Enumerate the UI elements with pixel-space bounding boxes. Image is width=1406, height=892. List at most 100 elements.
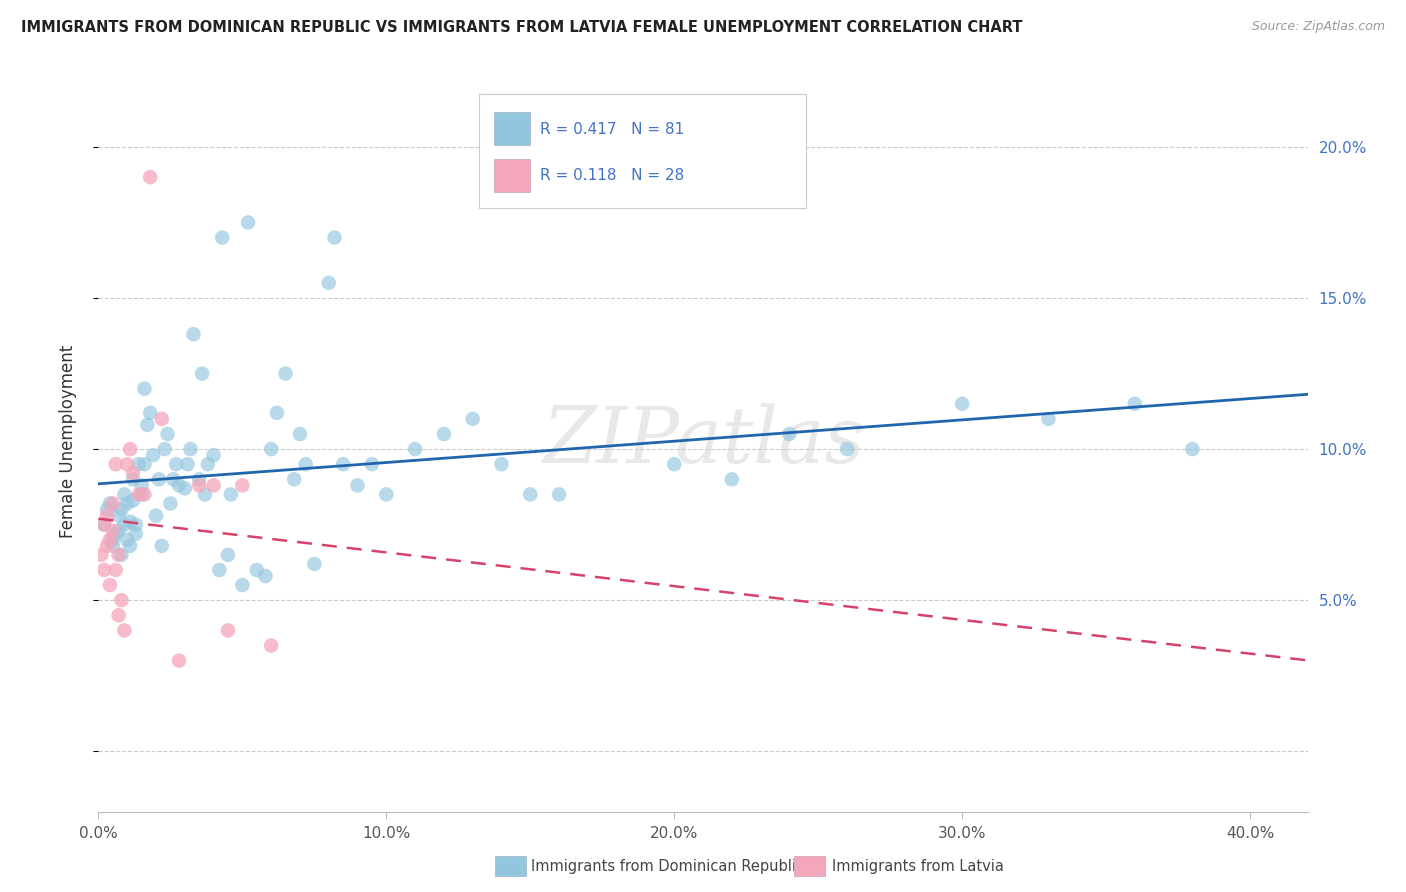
Point bbox=[148, 472, 170, 486]
Point bbox=[120, 539, 142, 553]
Point bbox=[165, 457, 187, 471]
Point bbox=[107, 608, 129, 623]
Point bbox=[176, 457, 198, 471]
Point bbox=[104, 563, 127, 577]
Point bbox=[361, 457, 384, 471]
Point bbox=[283, 472, 305, 486]
Point bbox=[404, 442, 426, 456]
Point bbox=[115, 457, 138, 471]
Point bbox=[128, 487, 150, 501]
Point bbox=[254, 569, 277, 583]
Point bbox=[217, 624, 239, 638]
Point bbox=[1038, 412, 1060, 426]
Point bbox=[139, 406, 162, 420]
Point bbox=[274, 367, 297, 381]
Point bbox=[208, 563, 231, 577]
Point bbox=[134, 487, 156, 501]
Point bbox=[131, 487, 153, 501]
Text: R = 0.118   N = 28: R = 0.118 N = 28 bbox=[540, 169, 683, 183]
Point bbox=[211, 230, 233, 244]
Point bbox=[304, 557, 326, 571]
Point bbox=[294, 457, 316, 471]
Point bbox=[107, 508, 129, 523]
Point bbox=[122, 472, 145, 486]
Point bbox=[519, 487, 541, 501]
Point bbox=[720, 472, 742, 486]
Point bbox=[98, 496, 121, 510]
Point bbox=[433, 427, 456, 442]
Point bbox=[197, 457, 219, 471]
Point bbox=[159, 496, 181, 510]
Point bbox=[134, 382, 156, 396]
Point bbox=[375, 487, 398, 501]
Point bbox=[110, 502, 132, 516]
Point bbox=[219, 487, 242, 501]
Point bbox=[332, 457, 354, 471]
Point bbox=[288, 427, 311, 442]
Point bbox=[98, 533, 121, 547]
Point bbox=[93, 563, 115, 577]
Point bbox=[153, 442, 176, 456]
Point bbox=[101, 539, 124, 553]
Point bbox=[231, 578, 253, 592]
Point bbox=[323, 230, 346, 244]
Point bbox=[188, 472, 211, 486]
Point bbox=[150, 412, 173, 426]
Bar bbox=[494, 112, 530, 145]
Point bbox=[191, 367, 214, 381]
Point bbox=[115, 496, 138, 510]
Point bbox=[156, 427, 179, 442]
Point bbox=[120, 442, 142, 456]
Point bbox=[167, 654, 190, 668]
Point bbox=[112, 487, 135, 501]
Point bbox=[101, 533, 124, 547]
Point bbox=[236, 215, 259, 229]
Point bbox=[128, 457, 150, 471]
Point bbox=[194, 487, 217, 501]
Point bbox=[110, 593, 132, 607]
Point bbox=[548, 487, 571, 501]
Point bbox=[122, 493, 145, 508]
Point bbox=[231, 478, 253, 492]
Point bbox=[173, 482, 195, 496]
Point bbox=[491, 457, 513, 471]
Point bbox=[115, 533, 138, 547]
Bar bbox=[479, 94, 806, 209]
Point bbox=[260, 442, 283, 456]
Point bbox=[112, 517, 135, 532]
Point bbox=[202, 478, 225, 492]
Point bbox=[107, 524, 129, 538]
Point bbox=[246, 563, 269, 577]
Point bbox=[1123, 397, 1146, 411]
Point bbox=[101, 496, 124, 510]
Point bbox=[120, 515, 142, 529]
Point bbox=[96, 539, 118, 553]
Point bbox=[93, 517, 115, 532]
Point bbox=[104, 457, 127, 471]
Point bbox=[139, 170, 162, 185]
Text: Immigrants from Latvia: Immigrants from Latvia bbox=[832, 859, 1004, 873]
Point bbox=[162, 472, 184, 486]
Point bbox=[260, 639, 283, 653]
Point bbox=[136, 417, 159, 432]
Text: ZIPatlas: ZIPatlas bbox=[541, 403, 865, 480]
Point bbox=[125, 526, 148, 541]
Point bbox=[96, 508, 118, 523]
Point bbox=[107, 548, 129, 562]
Text: Source: ZipAtlas.com: Source: ZipAtlas.com bbox=[1251, 20, 1385, 33]
Point bbox=[778, 427, 800, 442]
Point bbox=[217, 548, 239, 562]
Point bbox=[183, 327, 205, 342]
Point bbox=[180, 442, 202, 456]
Point bbox=[664, 457, 686, 471]
Point bbox=[122, 467, 145, 481]
Point bbox=[145, 508, 167, 523]
Y-axis label: Female Unemployment: Female Unemployment bbox=[59, 345, 77, 538]
Point bbox=[461, 412, 484, 426]
Text: R = 0.417   N = 81: R = 0.417 N = 81 bbox=[540, 121, 683, 136]
Point bbox=[96, 502, 118, 516]
Point bbox=[112, 624, 135, 638]
Point bbox=[167, 478, 190, 492]
Point bbox=[188, 478, 211, 492]
Point bbox=[318, 276, 340, 290]
